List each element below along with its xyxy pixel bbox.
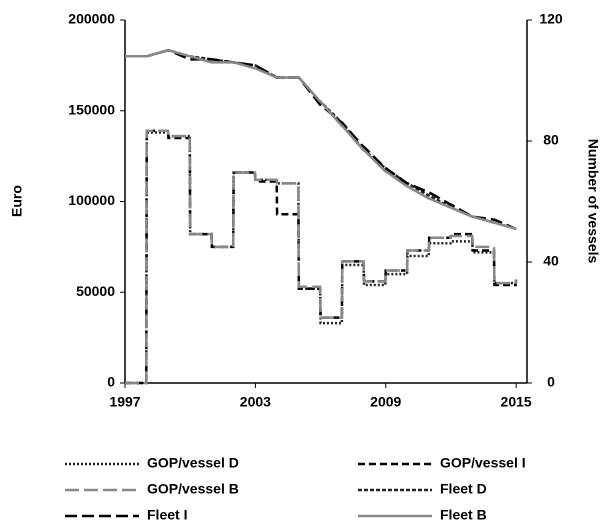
y-tick-label: 100000 [68,192,115,208]
legend-label: Fleet I [147,507,187,523]
y-tick-label: 200000 [68,11,115,27]
x-tick-label: 2015 [501,394,532,410]
series-line [125,49,517,230]
series-line [125,129,518,385]
legend-label: GOP/vessel I [440,455,526,471]
x-tick-label: 2009 [370,394,401,410]
y2-tick-label: 80 [543,132,559,148]
series-line [125,129,518,385]
y2-tick-label: 120 [539,11,563,27]
y-tick-label: 50000 [76,283,115,299]
legend-label: GOP/vessel D [147,455,239,471]
y-tick-label: 150000 [68,101,115,117]
y2-axis-label: Number of vessels [585,139,601,264]
y2-tick-label: 0 [547,374,555,390]
y2-tick-label: 40 [543,253,559,269]
series-line [125,131,518,385]
series-line [125,49,517,230]
legend-label: Fleet B [440,507,487,523]
legend-label: GOP/vessel B [147,481,239,497]
series-line [125,49,517,230]
y-tick-label: 0 [107,374,115,390]
y-axis-label: Euro [9,185,25,217]
legend-label: Fleet D [440,481,487,497]
x-tick-label: 2003 [240,394,271,410]
x-tick-label: 1997 [109,394,140,410]
